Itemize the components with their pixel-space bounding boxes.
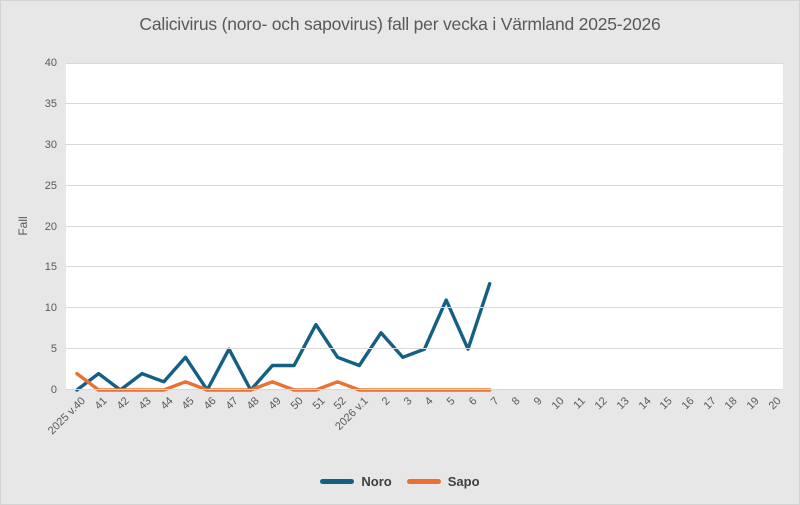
x-tick-label: 17 xyxy=(701,395,719,413)
legend-item-sapo: Sapo xyxy=(406,474,480,489)
x-tick-label: 41 xyxy=(92,395,111,413)
legend: Noro Sapo xyxy=(1,474,799,489)
x-tick-label: 11 xyxy=(571,395,589,412)
x-tick-label: 48 xyxy=(245,395,263,413)
gridline xyxy=(66,63,783,64)
x-tick-label: 10 xyxy=(549,395,567,413)
y-tick-label: 35 xyxy=(44,97,57,110)
x-tick-label: 2025 v.40 xyxy=(46,395,89,438)
x-tick-label: 5 xyxy=(444,395,458,408)
x-tick-label: 12 xyxy=(592,395,610,413)
x-tick-label: 43 xyxy=(136,395,154,413)
gridline xyxy=(66,348,783,350)
x-tick-label: 49 xyxy=(266,395,284,413)
series-line-noro xyxy=(75,281,492,392)
x-tick-label: 50 xyxy=(288,395,306,413)
y-tick-label: 20 xyxy=(44,220,57,233)
x-tick-label: 9 xyxy=(531,395,545,408)
gridline xyxy=(66,389,783,390)
x-tick-label: 7 xyxy=(488,395,502,408)
gridline xyxy=(66,102,783,104)
x-tick-label: 19 xyxy=(744,395,762,413)
y-tick-label: 5 xyxy=(50,343,57,356)
chart-title: Calicivirus (noro- och sapovirus) fall p… xyxy=(139,14,661,34)
x-tick-label: 2 xyxy=(379,395,393,408)
legend-label-noro: Noro xyxy=(361,474,392,489)
x-tick-label: 14 xyxy=(636,395,654,413)
x-tick-label: 15 xyxy=(657,395,675,413)
y-tick-label: 40 xyxy=(44,57,57,69)
x-tick-label: 20 xyxy=(766,395,784,413)
x-tick-label: 4 xyxy=(423,395,436,408)
y-tick-label: 15 xyxy=(44,261,57,274)
plot-area xyxy=(66,63,783,392)
x-tick-label: 8 xyxy=(510,395,523,408)
noro-line-swatch xyxy=(320,479,355,484)
x-tick-label: 6 xyxy=(466,395,480,408)
gridline xyxy=(66,143,783,145)
gridline xyxy=(66,307,783,309)
y-tick-label: 30 xyxy=(44,138,57,151)
legend-label-sapo: Sapo xyxy=(447,474,480,489)
x-tick-label: 3 xyxy=(401,395,415,408)
x-tick-label: 46 xyxy=(201,395,219,413)
x-tick-label: 44 xyxy=(158,395,176,413)
x-tick-label: 51 xyxy=(310,395,328,413)
x-tick-label: 42 xyxy=(114,395,132,413)
series-lines xyxy=(75,281,492,392)
sapo-line-swatch xyxy=(406,479,441,484)
y-tick-label: 25 xyxy=(44,179,57,192)
y-tick-label: 10 xyxy=(44,302,57,315)
x-tick-label: 47 xyxy=(223,395,241,413)
gridline xyxy=(66,225,783,227)
x-tick-label: 18 xyxy=(723,395,741,413)
x-tick-label: 13 xyxy=(614,395,632,413)
gridline xyxy=(66,266,783,268)
x-tick-label: 45 xyxy=(179,395,197,413)
gridline xyxy=(66,184,783,186)
y-tick-label: 0 xyxy=(50,384,57,396)
series-line-sapo xyxy=(75,371,492,392)
x-tick-label: 16 xyxy=(679,395,697,413)
legend-item-noro: Noro xyxy=(320,474,392,489)
